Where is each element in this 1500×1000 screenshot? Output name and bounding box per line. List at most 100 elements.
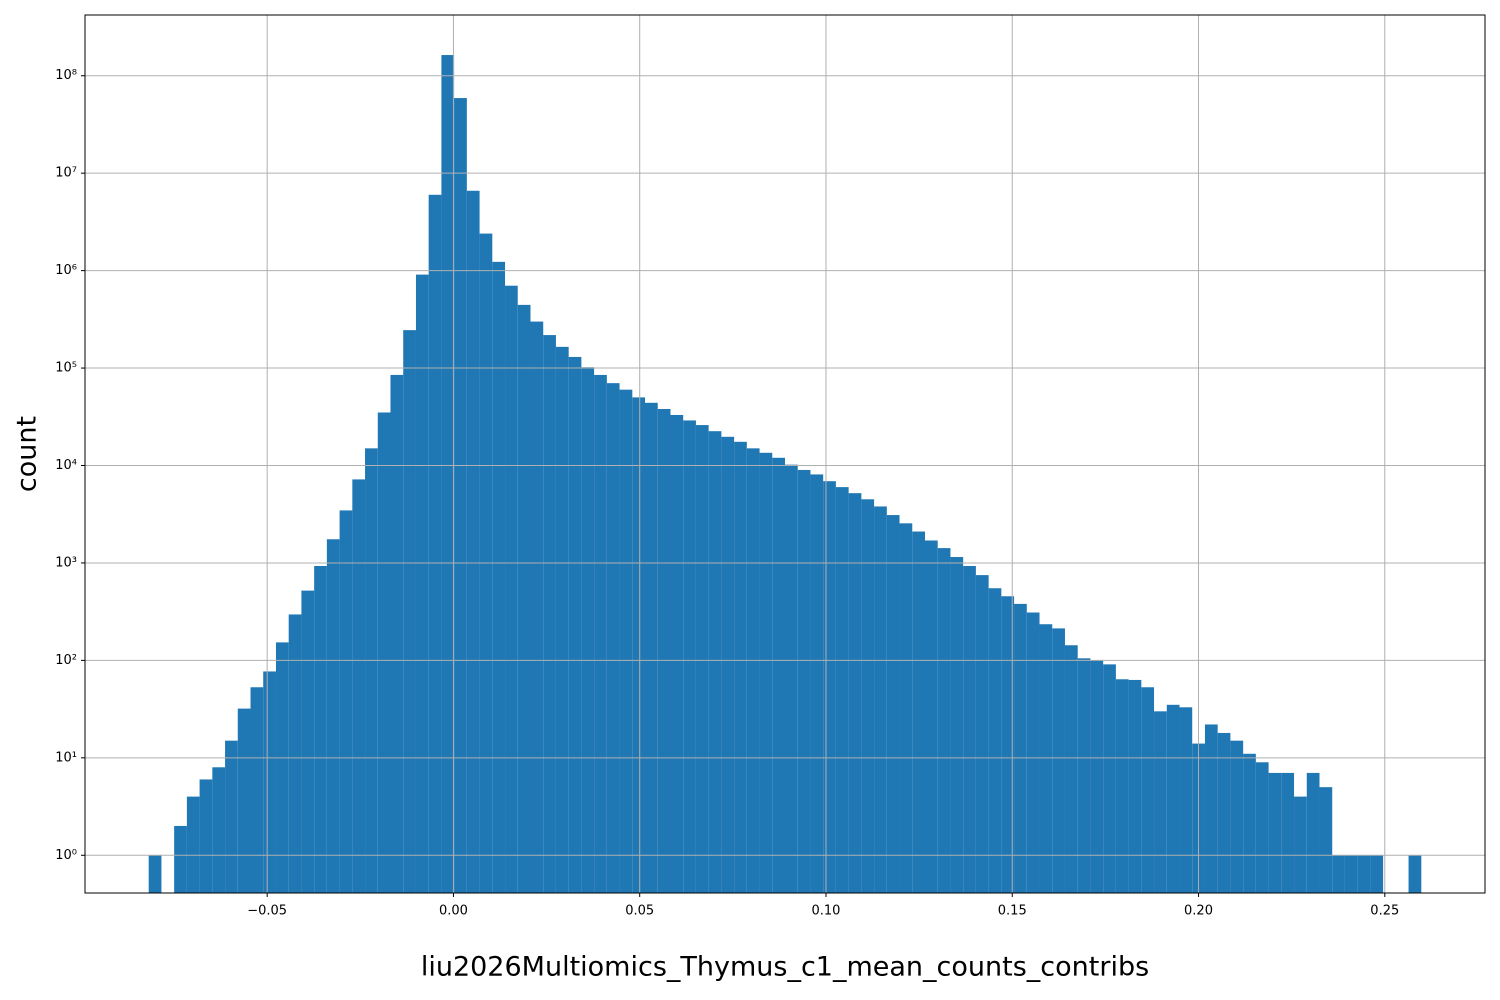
y-tick-label: 10⁸ [55, 68, 77, 83]
bar [466, 190, 480, 894]
bar [1077, 658, 1091, 893]
bar [632, 397, 645, 893]
bar [288, 614, 302, 893]
bar [1217, 732, 1231, 893]
bar [1243, 753, 1256, 893]
bar [886, 515, 900, 893]
bar [1204, 724, 1218, 893]
bar [810, 474, 824, 893]
bar [823, 481, 836, 893]
y-tick-label: 10⁷ [55, 166, 77, 181]
bar [861, 499, 875, 893]
bar [963, 566, 976, 893]
y-tick-label: 10³ [55, 555, 77, 570]
bar [492, 261, 506, 893]
bar [619, 389, 633, 893]
bar [785, 464, 798, 893]
bar [250, 687, 264, 893]
bar [1039, 624, 1053, 893]
x-tick-label: 0.15 [998, 904, 1027, 919]
bar [1332, 855, 1345, 893]
y-tick-label: 10² [55, 653, 77, 668]
bar [1281, 772, 1295, 893]
bar [708, 431, 722, 893]
bar [186, 796, 200, 893]
y-axis-label: count [12, 416, 43, 492]
bar [1357, 855, 1371, 893]
bar [237, 708, 251, 893]
plot-frame [84, 14, 1486, 894]
bar [199, 779, 213, 893]
bar [937, 548, 951, 893]
y-tick-label: 10⁰ [55, 848, 77, 863]
bar [428, 194, 442, 893]
bar [670, 414, 684, 893]
bar [1128, 679, 1142, 893]
bar [415, 274, 429, 893]
bar [1001, 596, 1015, 893]
bar [835, 487, 849, 893]
bar [848, 493, 862, 893]
bar [925, 540, 938, 893]
bar [1141, 687, 1155, 893]
bar [1154, 711, 1167, 893]
bar [950, 557, 964, 893]
bar [365, 448, 378, 893]
bar [517, 304, 531, 893]
bar [1026, 612, 1040, 893]
bar [1294, 796, 1307, 893]
bar [1115, 679, 1129, 893]
x-tick-label: 0.10 [812, 904, 841, 919]
x-tick-label: 0.20 [1184, 904, 1213, 919]
bar [1014, 603, 1027, 893]
bar [275, 642, 289, 893]
bar [1370, 855, 1384, 893]
bar [174, 825, 187, 893]
bar [530, 321, 544, 893]
bar [301, 590, 315, 893]
bar [797, 469, 811, 893]
bar [746, 448, 760, 893]
bar [326, 539, 340, 893]
bar [683, 420, 696, 893]
bar [225, 740, 238, 893]
bar [377, 412, 391, 893]
bar [1268, 772, 1282, 893]
bar [352, 479, 366, 893]
bar [988, 588, 1002, 893]
y-tick-label: 10¹ [55, 750, 77, 765]
bar [1255, 762, 1269, 893]
bar [314, 566, 327, 893]
bar [594, 374, 607, 893]
bar [1052, 628, 1065, 893]
bar [441, 55, 455, 894]
bar [263, 671, 276, 893]
bar [568, 356, 582, 893]
y-tick-label: 10⁴ [55, 458, 77, 473]
bar [1230, 740, 1244, 893]
bar [1306, 772, 1320, 893]
bar [912, 531, 925, 893]
bar [1064, 645, 1078, 893]
bar [403, 330, 416, 893]
bar [772, 457, 785, 893]
y-tick-label: 10⁵ [55, 361, 77, 376]
bar [759, 452, 773, 893]
bar [657, 409, 671, 893]
bar [975, 575, 989, 893]
x-tick-label: 0.25 [1370, 904, 1399, 919]
bar [212, 767, 226, 893]
x-tick-label: 0.05 [625, 904, 654, 919]
x-tick-label: −0.05 [247, 904, 287, 919]
bar [1344, 855, 1358, 893]
bar [1408, 855, 1422, 893]
bar [390, 374, 404, 893]
bar [1103, 664, 1116, 893]
bar [454, 98, 467, 893]
x-axis-label: liu2026Multiomics_Thymus_c1_mean_counts_… [421, 952, 1149, 983]
bar [645, 402, 658, 893]
bar [1090, 660, 1104, 893]
y-tick-label: 10⁶ [55, 263, 77, 278]
bar [695, 425, 709, 893]
x-tick-label: 0.00 [439, 904, 468, 919]
